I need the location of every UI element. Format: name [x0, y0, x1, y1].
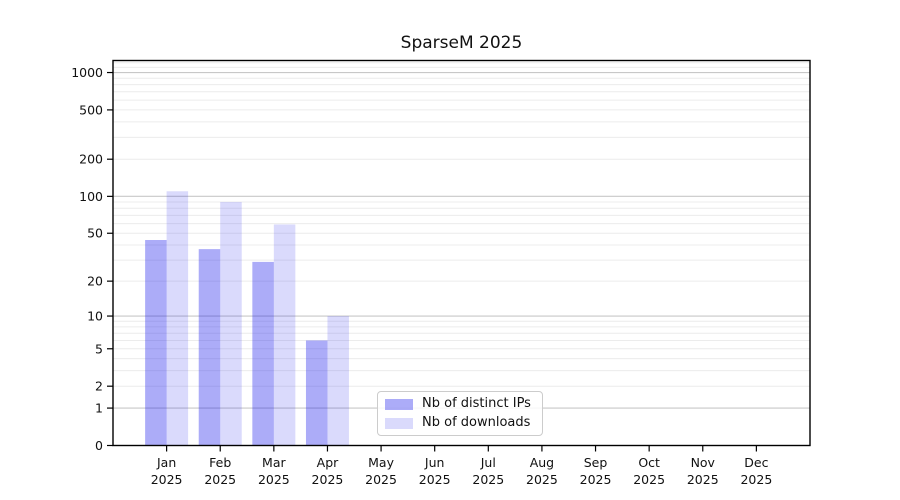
x-tick-label-year: 2025: [151, 472, 183, 487]
x-tick-label-year: 2025: [204, 472, 236, 487]
y-tick-label: 10: [87, 309, 103, 324]
x-tick-label-month: Sep: [584, 455, 608, 470]
x-tick-label-month: Jan: [156, 455, 176, 470]
y-tick-label: 500: [79, 102, 103, 117]
y-tick-label: 2: [95, 379, 103, 394]
x-tick-label-year: 2025: [687, 472, 719, 487]
y-tick-label: 50: [87, 226, 103, 241]
x-tick-label-month: Apr: [317, 455, 339, 470]
chart-legend: Nb of distinct IPs Nb of downloads: [377, 391, 543, 436]
legend-label-distinct-ips: Nb of distinct IPs: [422, 396, 531, 411]
legend-item-downloads: Nb of downloads: [385, 415, 542, 431]
x-tick-label-month: Jun: [424, 455, 445, 470]
legend-swatch-downloads: [385, 417, 413, 429]
y-tick-label: 200: [79, 152, 103, 167]
y-tick-label: 100: [79, 189, 103, 204]
legend-item-distinct-ips: Nb of distinct IPs: [385, 396, 542, 412]
x-tick-label-month: Oct: [638, 455, 660, 470]
y-tick-label: 5: [95, 341, 103, 356]
plot-border: [112, 59, 811, 447]
legend-label-downloads: Nb of downloads: [422, 415, 531, 430]
x-tick-label-month: May: [368, 455, 394, 470]
bar-downloads-apr: [327, 316, 349, 446]
x-tick-label-year: 2025: [633, 472, 665, 487]
y-tick-label: 0: [95, 438, 103, 453]
x-tick-label-year: 2025: [312, 472, 344, 487]
x-tick-label-year: 2025: [258, 472, 290, 487]
bar-downloads-feb: [220, 201, 242, 446]
x-tick-label-year: 2025: [419, 472, 451, 487]
y-tick-label: 20: [87, 274, 103, 289]
x-tick-label-month: Nov: [691, 455, 716, 470]
x-tick-label-month: Aug: [530, 455, 554, 470]
bar-distinct-ips-feb: [198, 249, 221, 446]
y-tick-label: 1000: [71, 65, 103, 80]
x-tick-label-month: Mar: [262, 455, 286, 470]
legend-swatch-distinct-ips: [385, 398, 413, 410]
x-tick-label-month: Feb: [209, 455, 231, 470]
x-tick-label-year: 2025: [740, 472, 772, 487]
bar-downloads-mar: [273, 224, 296, 446]
x-tick-label-year: 2025: [365, 472, 397, 487]
bar-distinct-ips-mar: [252, 261, 274, 446]
bar-distinct-ips-jan: [145, 239, 167, 446]
x-tick-label-month: Dec: [744, 455, 768, 470]
x-tick-label-year: 2025: [580, 472, 612, 487]
x-tick-label-month: Jul: [480, 455, 496, 470]
chart-title: SparseM 2025: [400, 33, 523, 53]
bar-distinct-ips-apr: [305, 340, 328, 446]
x-tick-label-year: 2025: [472, 472, 504, 487]
bar-downloads-jan: [166, 191, 189, 446]
y-tick-label: 1: [95, 401, 103, 416]
x-tick-label-year: 2025: [526, 472, 558, 487]
